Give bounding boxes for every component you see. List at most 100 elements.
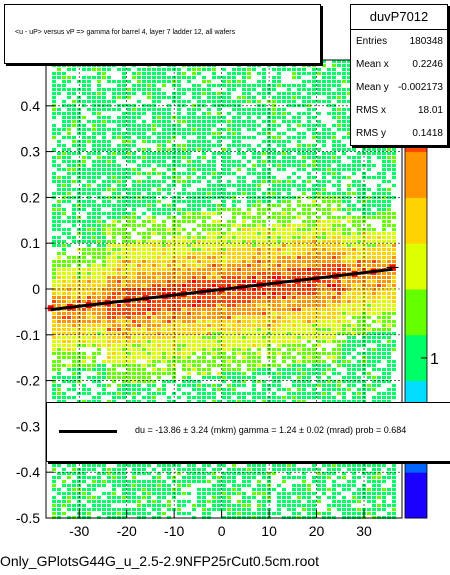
heat-cell	[392, 344, 396, 347]
heat-cell	[207, 112, 211, 115]
heat-cell	[247, 124, 251, 127]
heat-cell	[317, 180, 321, 183]
heat-cell	[102, 240, 106, 243]
heat-cell	[57, 252, 61, 255]
heat-cell	[287, 340, 291, 343]
heat-cell	[352, 264, 356, 267]
heat-cell	[102, 368, 106, 371]
heat-cell	[332, 348, 336, 351]
heat-cell	[262, 140, 266, 143]
heat-cell	[317, 368, 321, 371]
heat-cell	[117, 68, 121, 71]
heat-cell	[332, 268, 336, 271]
heat-cell	[367, 176, 371, 179]
heat-cell	[257, 216, 261, 219]
heat-cell	[282, 148, 286, 151]
heat-cell	[132, 384, 136, 387]
heat-cell	[67, 340, 71, 343]
heat-cell	[87, 224, 91, 227]
heat-cell	[332, 232, 336, 235]
heat-cell	[392, 300, 396, 303]
heat-cell	[92, 356, 96, 359]
heat-cell	[97, 88, 101, 91]
heat-cell	[347, 108, 351, 111]
heat-cell	[392, 332, 396, 335]
heat-cell	[327, 396, 331, 399]
heat-cell	[167, 216, 171, 219]
heat-cell	[192, 72, 196, 75]
heat-cell	[262, 72, 266, 75]
heat-cell	[392, 288, 396, 291]
heat-cell	[152, 88, 156, 91]
heat-cell	[347, 132, 351, 135]
heat-cell	[272, 212, 276, 215]
heat-cell	[227, 368, 231, 371]
heat-cell	[187, 148, 191, 151]
heat-cell	[167, 264, 171, 267]
heat-cell	[212, 192, 216, 195]
heat-cell	[387, 160, 391, 163]
heat-cell	[62, 264, 66, 267]
heat-cell	[387, 376, 391, 379]
heat-cell	[132, 292, 136, 295]
heat-cell	[372, 384, 376, 387]
heat-cell	[282, 160, 286, 163]
heat-cell	[232, 352, 236, 355]
heat-cell	[297, 96, 301, 99]
heat-cell	[197, 360, 201, 363]
heat-cell	[107, 176, 111, 179]
heat-cell	[382, 216, 386, 219]
heat-cell	[147, 196, 151, 199]
heat-cell	[277, 268, 281, 271]
heat-cell	[62, 356, 66, 359]
heat-cell	[227, 292, 231, 295]
heat-cell	[157, 120, 161, 123]
heat-cell	[332, 224, 336, 227]
heat-cell	[107, 356, 111, 359]
heat-cell	[387, 168, 391, 171]
heat-cell	[342, 344, 346, 347]
heat-cell	[202, 336, 206, 339]
heat-cell	[312, 228, 316, 231]
heat-cell	[162, 244, 166, 247]
heat-cell	[277, 80, 281, 83]
heat-cell	[392, 256, 396, 259]
heat-cell	[82, 228, 86, 231]
heat-cell	[242, 124, 246, 127]
heat-cell	[67, 336, 71, 339]
heat-cell	[292, 332, 296, 335]
heat-cell	[182, 356, 186, 359]
heat-cell	[122, 136, 126, 139]
heat-cell	[67, 172, 71, 175]
heat-cell	[382, 380, 386, 383]
heat-cell	[117, 200, 121, 203]
heat-cell	[82, 284, 86, 287]
heat-cell	[62, 252, 66, 255]
heat-cell	[132, 220, 136, 223]
heat-cell	[302, 252, 306, 255]
heat-cell	[212, 384, 216, 387]
heat-cell	[387, 300, 391, 303]
heat-cell	[152, 200, 156, 203]
heat-cell	[152, 84, 156, 87]
heat-cell	[227, 196, 231, 199]
heat-cell	[322, 304, 326, 307]
heat-cell	[287, 396, 291, 399]
heat-cell	[347, 64, 351, 67]
heat-cell	[302, 264, 306, 267]
heat-cell	[282, 244, 286, 247]
heat-cell	[167, 312, 171, 315]
heat-cell	[312, 344, 316, 347]
heat-cell	[337, 180, 341, 183]
heat-cell	[52, 96, 56, 99]
heat-cell	[67, 260, 71, 263]
heat-cell	[187, 300, 191, 303]
heat-cell	[147, 228, 151, 231]
heat-cell	[142, 308, 146, 311]
heat-cell	[357, 340, 361, 343]
heat-cell	[152, 396, 156, 399]
heat-cell	[382, 276, 386, 279]
heat-cell	[372, 288, 376, 291]
heat-cell	[147, 76, 151, 79]
heat-cell	[207, 344, 211, 347]
